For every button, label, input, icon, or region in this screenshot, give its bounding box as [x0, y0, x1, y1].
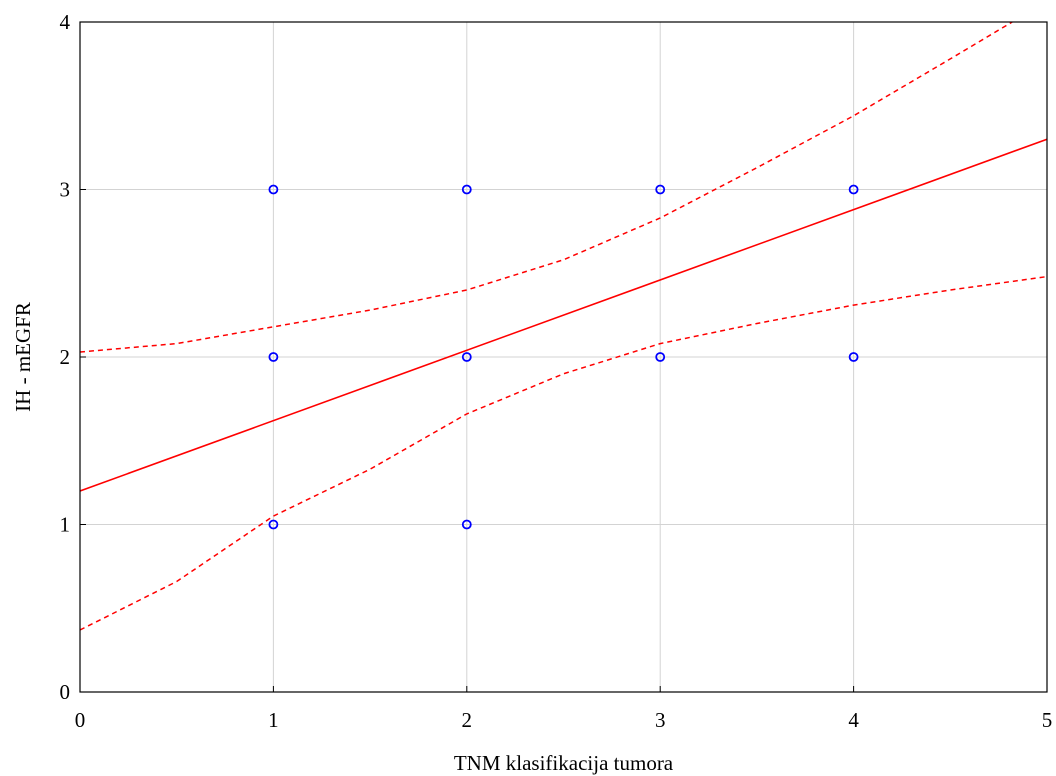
- data-point: [461, 519, 472, 530]
- data-point: [268, 184, 279, 195]
- y-tick-label: 4: [60, 10, 71, 34]
- data-point: [655, 352, 666, 362]
- regression-line: [80, 138, 1047, 492]
- x-tick-label: 5: [1042, 708, 1053, 732]
- grid-lines: [80, 22, 1047, 692]
- data-points: [268, 184, 859, 530]
- data-point: [461, 352, 472, 362]
- y-axis-ticks: 0 1 2 3 4: [60, 10, 86, 704]
- data-point: [268, 352, 279, 362]
- x-tick-label: 0: [75, 708, 86, 732]
- data-point: [848, 184, 859, 195]
- regression-line-group: [80, 138, 1047, 492]
- y-tick-label: 3: [60, 178, 71, 202]
- y-tick-label: 2: [60, 345, 71, 369]
- x-tick-label: 2: [462, 708, 473, 732]
- data-point: [268, 519, 279, 530]
- y-axis-title: IH - mEGFR: [11, 302, 35, 412]
- confidence-bands: [80, 22, 1047, 631]
- upper-confidence-band: [80, 22, 1013, 353]
- x-axis-title: TNM klasifikacija tumora: [454, 751, 674, 775]
- x-tick-label: 1: [268, 708, 279, 732]
- lower-confidence-band: [80, 275, 1047, 631]
- x-tick-label: 4: [848, 708, 859, 732]
- x-axis-ticks: 0 1 2 3 4 5: [75, 686, 1053, 732]
- data-point: [655, 184, 666, 195]
- data-point: [461, 184, 472, 195]
- data-point: [848, 352, 859, 362]
- y-tick-label: 0: [60, 680, 71, 704]
- y-tick-label: 1: [60, 513, 71, 537]
- x-tick-label: 3: [655, 708, 666, 732]
